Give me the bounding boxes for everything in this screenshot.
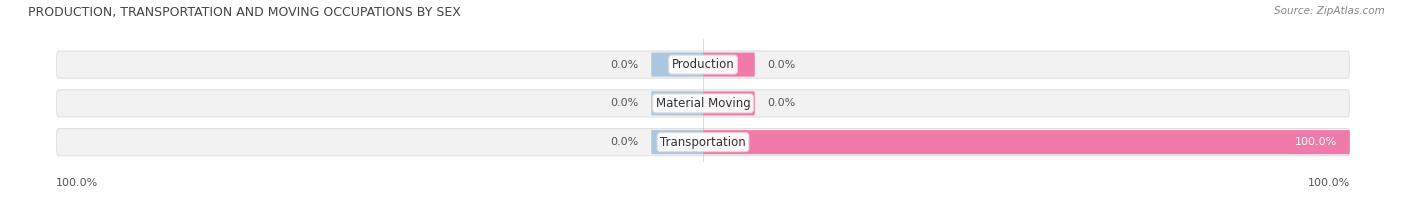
- FancyBboxPatch shape: [651, 53, 703, 77]
- Legend: Male, Female: Male, Female: [640, 196, 766, 197]
- FancyBboxPatch shape: [703, 53, 755, 77]
- Text: Material Moving: Material Moving: [655, 97, 751, 110]
- Text: PRODUCTION, TRANSPORTATION AND MOVING OCCUPATIONS BY SEX: PRODUCTION, TRANSPORTATION AND MOVING OC…: [28, 6, 461, 19]
- Text: 100.0%: 100.0%: [1295, 137, 1337, 147]
- FancyBboxPatch shape: [56, 129, 1350, 156]
- Text: 0.0%: 0.0%: [610, 137, 638, 147]
- Text: 0.0%: 0.0%: [610, 60, 638, 70]
- Text: 0.0%: 0.0%: [768, 98, 796, 108]
- FancyBboxPatch shape: [703, 91, 755, 115]
- Text: Production: Production: [672, 58, 734, 71]
- Text: Source: ZipAtlas.com: Source: ZipAtlas.com: [1274, 6, 1385, 16]
- FancyBboxPatch shape: [651, 91, 703, 115]
- FancyBboxPatch shape: [703, 130, 1350, 154]
- FancyBboxPatch shape: [651, 130, 703, 154]
- FancyBboxPatch shape: [56, 51, 1350, 78]
- Text: 100.0%: 100.0%: [56, 178, 98, 188]
- FancyBboxPatch shape: [56, 90, 1350, 117]
- Text: 100.0%: 100.0%: [1308, 178, 1350, 188]
- Text: 0.0%: 0.0%: [610, 98, 638, 108]
- Text: 0.0%: 0.0%: [768, 60, 796, 70]
- Text: Transportation: Transportation: [661, 136, 745, 149]
